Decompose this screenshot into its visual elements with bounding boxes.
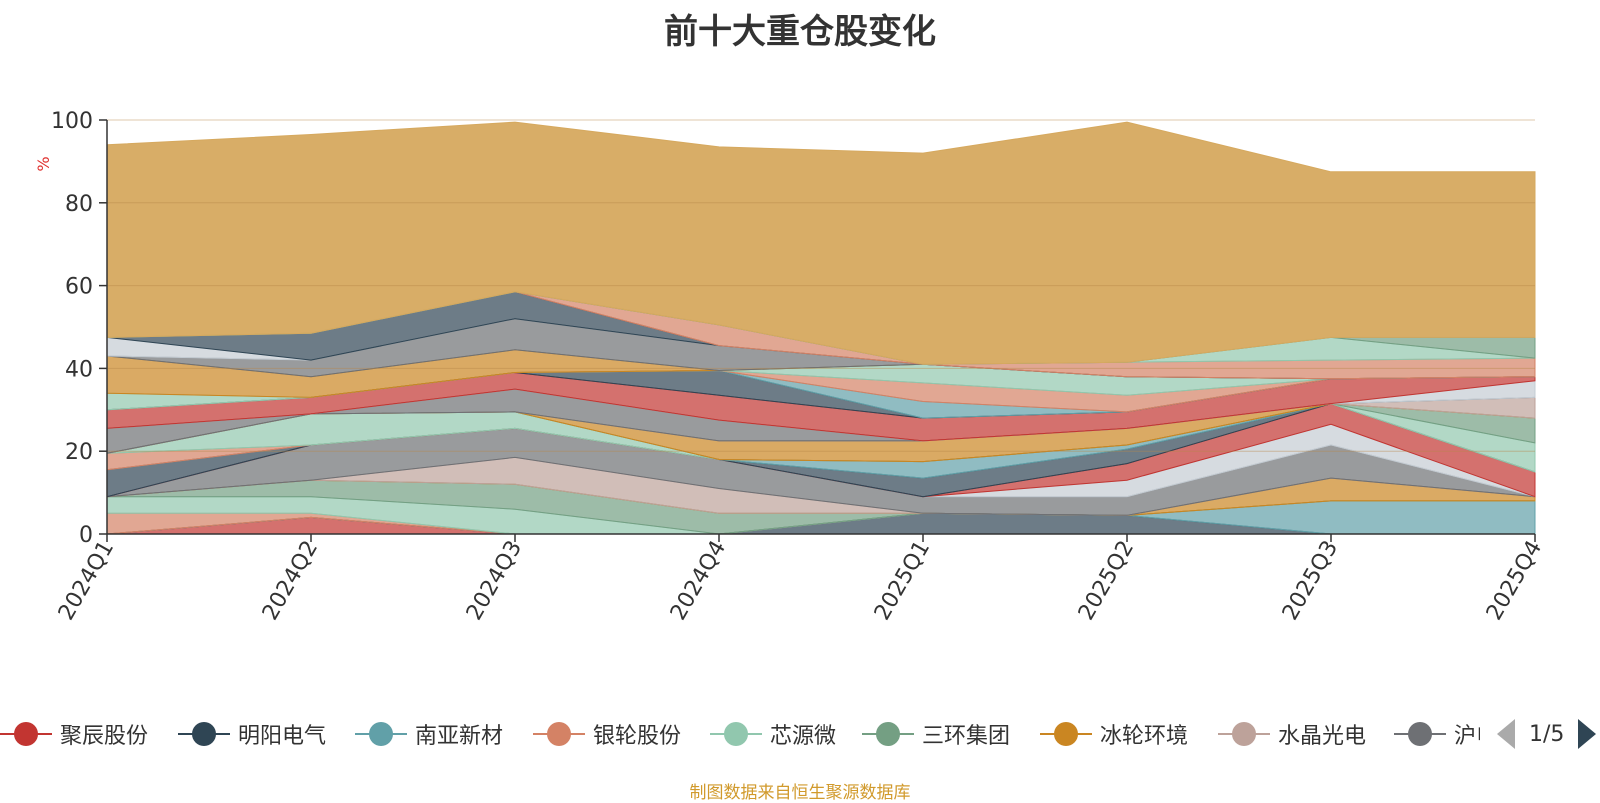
legend-item[interactable]: 聚辰股份 bbox=[0, 712, 148, 756]
x-tick-label: 2024Q2 bbox=[258, 537, 323, 625]
legend-marker-icon bbox=[1394, 712, 1446, 756]
legend-label: 三环集团 bbox=[922, 724, 1011, 749]
legend-next-arrow-icon[interactable] bbox=[1578, 719, 1597, 749]
chart-title: 前十大重仓股变化 bbox=[664, 12, 936, 52]
legend-label: 南亚新材 bbox=[415, 724, 504, 749]
legend-label: 水晶光电 bbox=[1278, 724, 1367, 749]
legend-label: 冰轮环境 bbox=[1100, 724, 1189, 749]
y-tick-label: 80 bbox=[65, 192, 93, 217]
x-tick-label: 2024Q3 bbox=[462, 537, 527, 625]
legend-pager: 1/5 bbox=[1497, 712, 1597, 756]
legend-item[interactable]: 明阳电气 bbox=[178, 712, 326, 756]
legend-item[interactable]: 三环集团 bbox=[862, 712, 1010, 756]
legend-page-indicator: 1/5 bbox=[1529, 721, 1565, 747]
x-tick-label: 2025Q4 bbox=[1482, 537, 1547, 625]
legend-marker-icon bbox=[862, 712, 914, 756]
legend-marker-icon bbox=[178, 712, 230, 756]
legend-item[interactable]: 冰轮环境 bbox=[1040, 712, 1188, 756]
y-tick-label: 40 bbox=[65, 357, 93, 382]
y-tick-label: 20 bbox=[65, 440, 93, 465]
x-tick-label: 2024Q1 bbox=[54, 537, 119, 625]
legend-item[interactable]: 芯源微 bbox=[710, 712, 836, 756]
legend-item[interactable]: 南亚新材 bbox=[355, 712, 503, 756]
legend-label: 芯源微 bbox=[770, 724, 837, 749]
grid-lines bbox=[107, 119, 1535, 452]
area-chart: % 0 20 40 60 80 100 2024Q1 2024Q2 2024Q3 2024Q4 20… bbox=[34, 109, 1547, 625]
legend-item[interactable]: 沪电股份 bbox=[1394, 712, 1480, 756]
legend-marker-icon bbox=[1040, 712, 1092, 756]
legend-items: 聚辰股份 明阳电气 南亚新材 银轮股份 芯源微 三环集团 冰轮环境 水晶光电 沪电股份 bbox=[0, 712, 1480, 756]
area-series bbox=[106, 121, 1536, 535]
y-tick-label: 60 bbox=[65, 275, 93, 300]
legend-marker-icon bbox=[1218, 712, 1270, 756]
x-tick-label: 2025Q3 bbox=[1278, 537, 1343, 625]
legend-label: 沪电股份 bbox=[1454, 724, 1480, 749]
legend-marker-icon bbox=[0, 712, 52, 756]
legend-item[interactable]: 银轮股份 bbox=[533, 712, 681, 756]
x-tick-label: 2024Q4 bbox=[666, 537, 731, 625]
x-tick-label: 2025Q1 bbox=[870, 537, 935, 625]
y-axis-unit: % bbox=[34, 156, 53, 171]
legend-marker-icon bbox=[710, 712, 762, 756]
legend-item[interactable]: 水晶光电 bbox=[1218, 712, 1366, 756]
legend-marker-icon bbox=[355, 712, 407, 756]
legend-prev-arrow-icon[interactable] bbox=[1497, 719, 1515, 749]
x-tick-label: 2025Q2 bbox=[1074, 537, 1139, 625]
legend-label: 聚辰股份 bbox=[60, 724, 149, 749]
series-area-32[interactable] bbox=[106, 121, 1536, 365]
legend-marker-icon bbox=[533, 712, 585, 756]
y-tick-label: 100 bbox=[51, 109, 93, 134]
legend-label: 银轮股份 bbox=[593, 724, 682, 749]
y-tick-label: 0 bbox=[79, 523, 93, 548]
legend: 聚辰股份 明阳电气 南亚新材 银轮股份 芯源微 三环集团 冰轮环境 水晶光电 沪电股份 1/5 bbox=[0, 712, 1600, 756]
data-source-note: 制图数据来自恒生聚源数据库 bbox=[689, 783, 911, 803]
legend-label: 明阳电气 bbox=[238, 724, 327, 749]
